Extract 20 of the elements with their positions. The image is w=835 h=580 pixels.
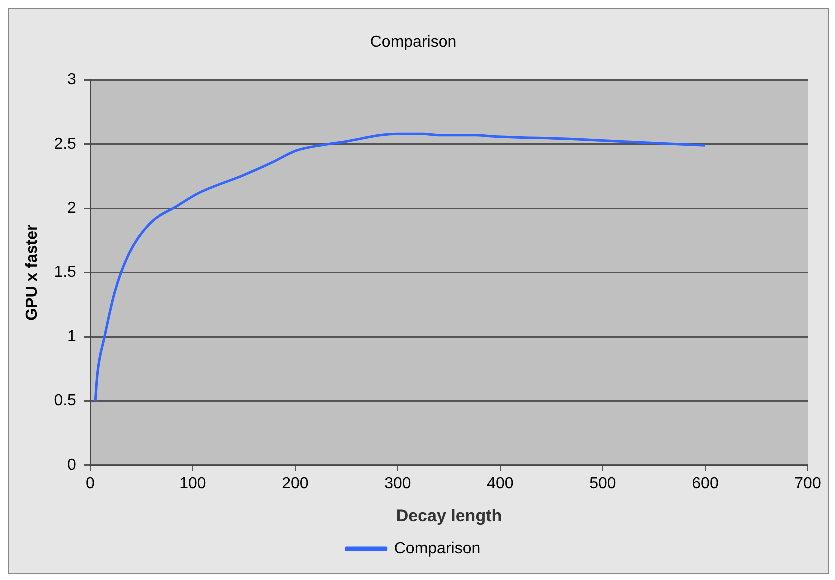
- x-tick-label: 200: [282, 475, 309, 492]
- y-tick-label: 1.5: [54, 264, 77, 282]
- x-tick-label: 400: [487, 475, 514, 492]
- x-tick-label: 0: [86, 475, 95, 492]
- y-axis-title: GPU x faster: [24, 224, 42, 321]
- line-series: [94, 132, 707, 402]
- x-tick-label: 300: [384, 475, 412, 492]
- x-tick-label: 100: [180, 475, 206, 492]
- y-tick-label: 2: [68, 200, 77, 218]
- y-tick-label: 0: [68, 456, 77, 474]
- x-axis-title: Decay length: [396, 506, 502, 526]
- chart-title: Comparison: [370, 34, 457, 52]
- y-tick-label: 2.5: [54, 136, 77, 153]
- x-tick-label: 600: [692, 475, 719, 492]
- x-tick-label: 700: [794, 475, 822, 492]
- x-tick-label: 500: [590, 475, 616, 492]
- y-tick-label: 1: [68, 328, 77, 346]
- y-tick-label: 3: [68, 72, 77, 89]
- legend-label: Comparison: [394, 540, 481, 558]
- y-tick-label: 0.5: [54, 392, 77, 410]
